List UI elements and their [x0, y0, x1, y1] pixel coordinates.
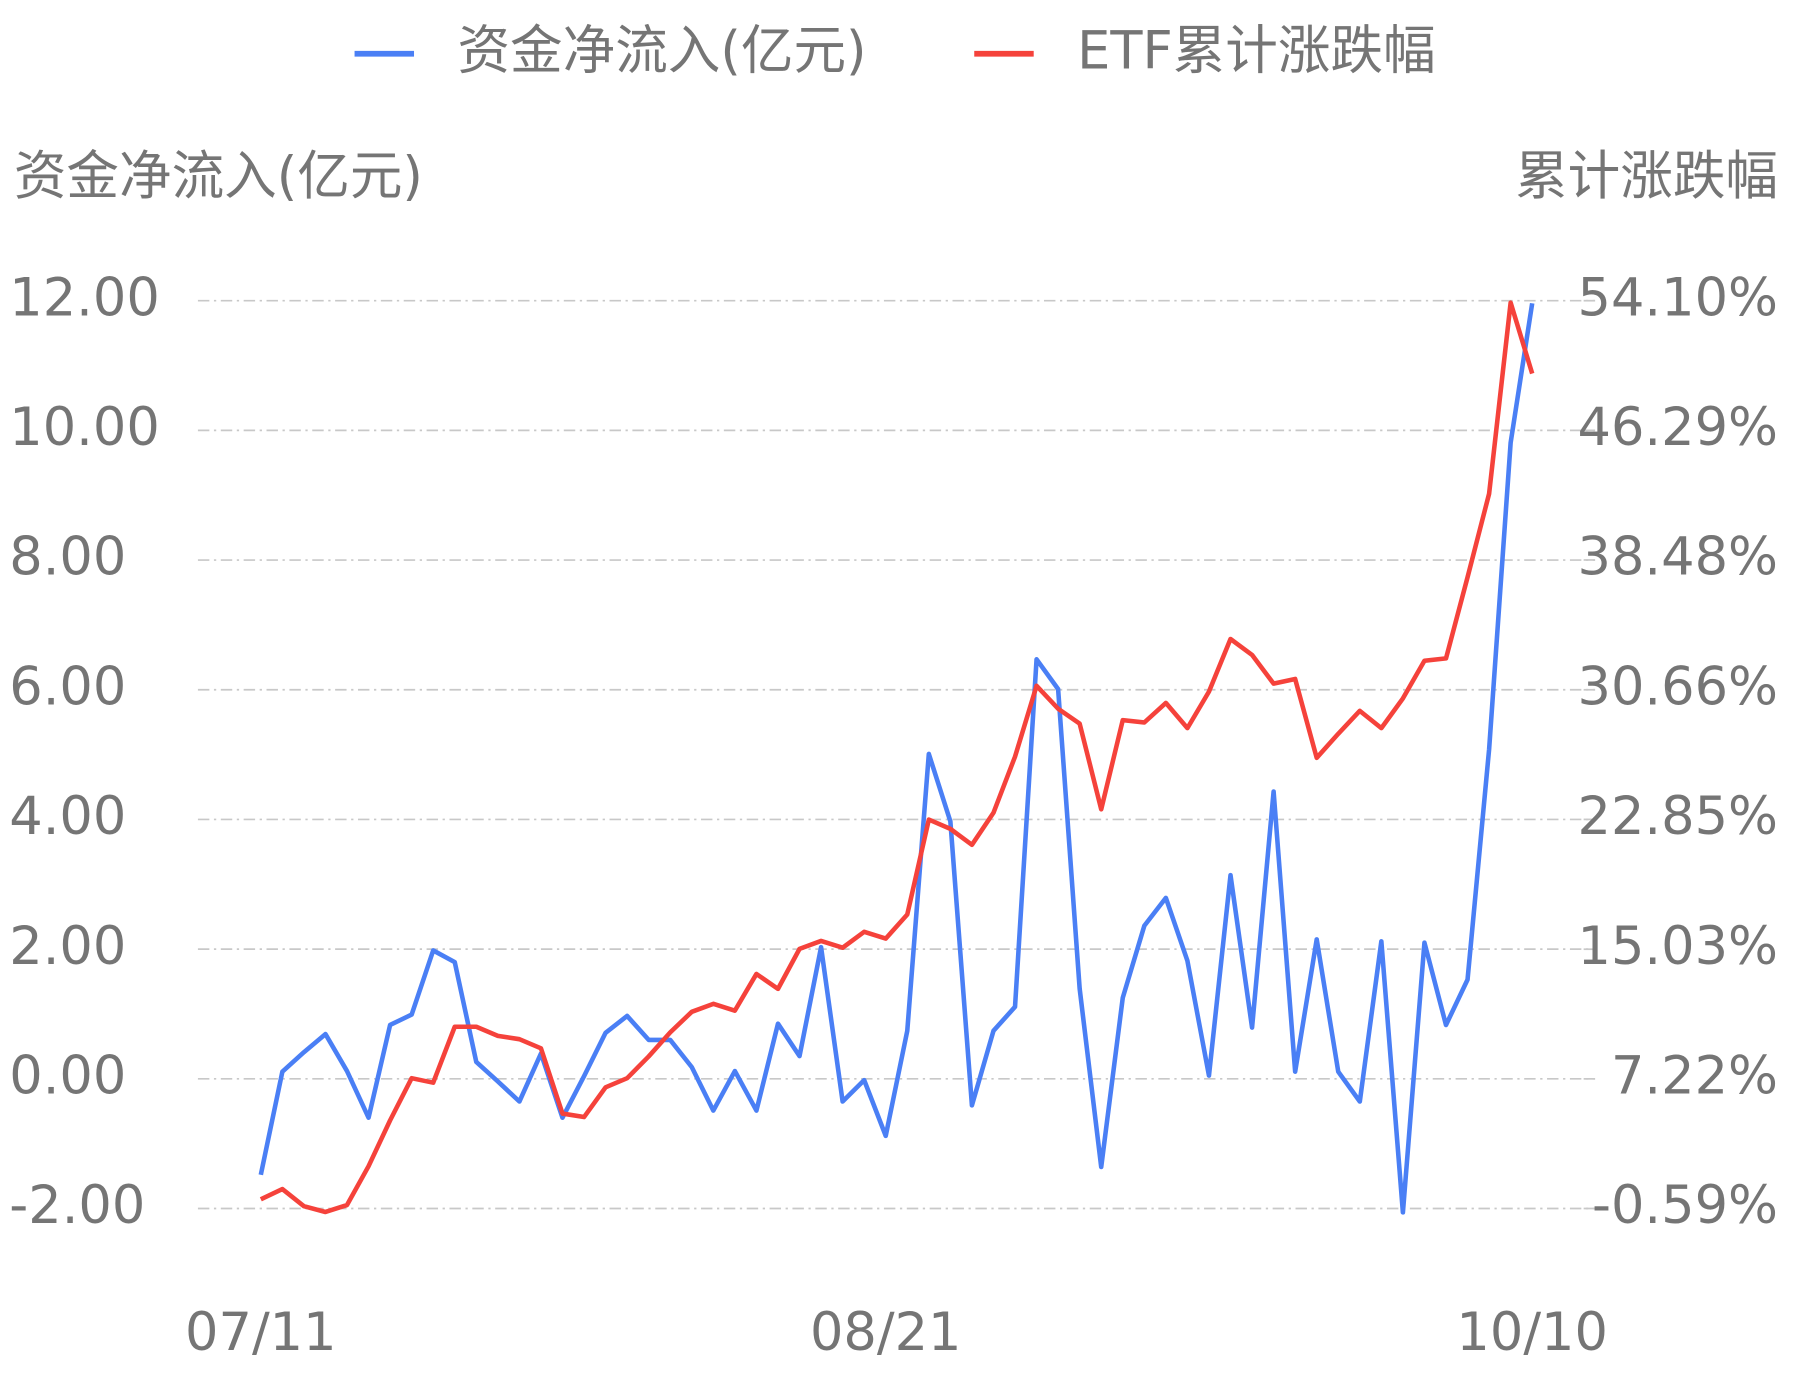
y-tick-label: -2.00	[9, 1175, 145, 1236]
x-tick-label: 08/21	[810, 1302, 962, 1363]
y-tick-label: 2.00	[9, 916, 126, 977]
y2-axis-title: 累计涨跌幅	[1515, 146, 1778, 207]
y2-tick-label: -0.59%	[1592, 1175, 1778, 1236]
y2-tick-label: 15.03%	[1578, 916, 1778, 977]
y2-tick-label: 38.48%	[1578, 527, 1778, 588]
y-tick-label: 0.00	[9, 1045, 126, 1106]
y-tick-label: 8.00	[9, 527, 126, 588]
x-tick-label: 07/11	[185, 1302, 337, 1363]
x-tick-label: 10/10	[1456, 1302, 1608, 1363]
series-line	[259, 300, 1535, 1215]
y2-tick-label: 46.29%	[1578, 397, 1778, 458]
legend-label: 资金净流入(亿元)	[457, 20, 866, 81]
series-line	[258, 302, 1535, 1215]
y-axis-title: 资金净流入(亿元)	[14, 146, 423, 207]
y2-tick-label: 30.66%	[1578, 656, 1778, 717]
legend-label: ETF累计涨跌幅	[1077, 20, 1435, 81]
y-tick-label: 6.00	[9, 656, 126, 717]
y-tick-label: 4.00	[9, 786, 126, 847]
y2-tick-label: 7.22%	[1611, 1046, 1778, 1107]
y2-tick-label: 22.85%	[1578, 786, 1778, 847]
y-tick-label: 10.00	[9, 397, 160, 458]
y2-tick-label: 54.10%	[1578, 267, 1778, 328]
y-tick-label: 12.00	[9, 267, 160, 328]
